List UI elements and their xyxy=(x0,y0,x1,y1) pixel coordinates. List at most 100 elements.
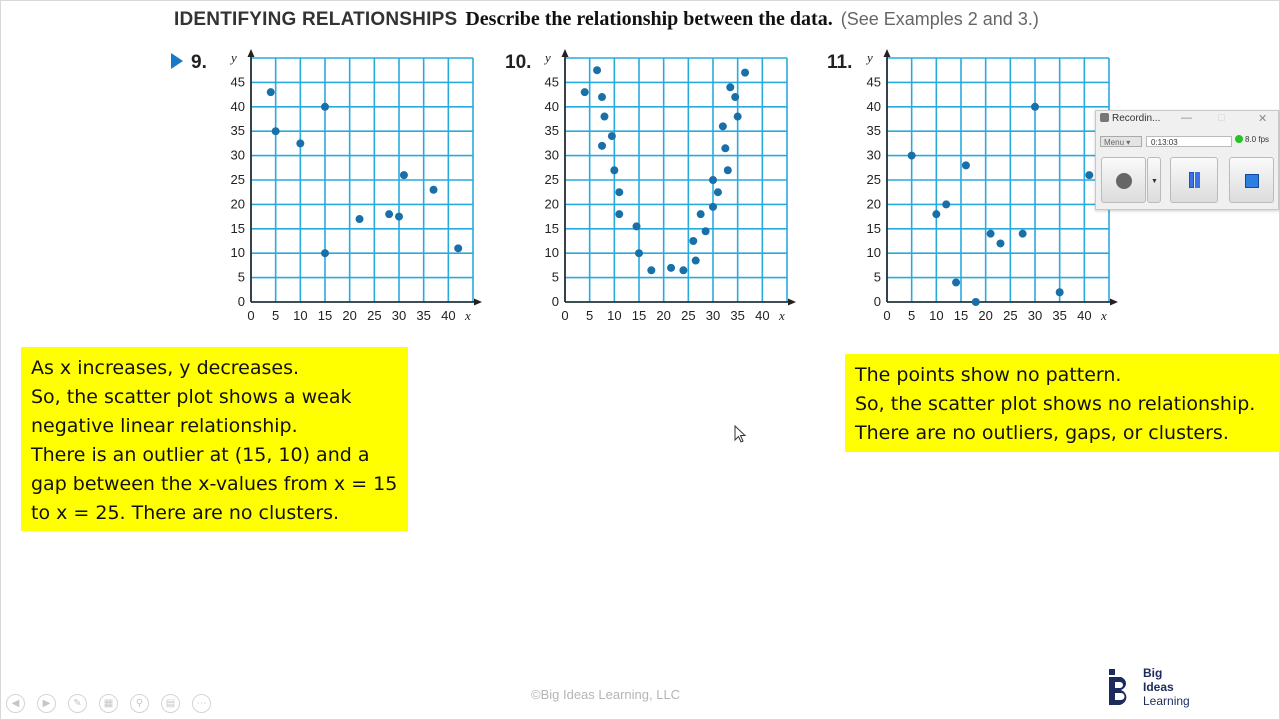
data-point xyxy=(689,237,698,245)
x-tick-label: 10 xyxy=(929,308,943,323)
y-tick-label: 20 xyxy=(545,196,559,211)
y-tick-label: 25 xyxy=(867,172,881,187)
answer-9-line: As x increases, y decreases. xyxy=(31,357,300,379)
pause-button[interactable] xyxy=(1170,157,1218,203)
x-tick-label: 30 xyxy=(1028,308,1042,323)
data-point xyxy=(718,122,727,131)
data-point xyxy=(593,66,602,75)
x-tick-label: 25 xyxy=(1003,308,1017,323)
data-point xyxy=(731,93,740,102)
y-axis-label: y xyxy=(229,50,237,65)
y-tick-label: 10 xyxy=(867,245,881,260)
x-tick-label: 20 xyxy=(656,308,670,323)
y-tick-label: 35 xyxy=(231,123,245,138)
scatter-plot-9: 0 5 10 15 20 25 30 35 40 45 0 5 10 15 20 25 30 35 40 x y 9. xyxy=(164,48,484,328)
y-tick-label: 15 xyxy=(545,221,559,236)
more-icon[interactable]: ⋯ xyxy=(192,694,211,713)
recorder-app-icon xyxy=(1100,113,1109,122)
data-point xyxy=(1018,229,1027,238)
fps-indicator: 8.0 fps xyxy=(1235,135,1269,144)
answer-9-line: gap between the x-values from x = 15 xyxy=(31,473,398,495)
example-reference: (See Examples 2 and 3.) xyxy=(840,9,1039,29)
data-point xyxy=(986,229,995,238)
recorder-menu-button[interactable]: Menu ▾ xyxy=(1100,136,1142,147)
data-point xyxy=(932,210,941,219)
x-axis-arrow xyxy=(1110,298,1118,306)
data-point xyxy=(454,244,463,253)
y-tick-label: 30 xyxy=(231,148,245,163)
data-point xyxy=(607,132,616,141)
pen-icon[interactable]: ✎ xyxy=(68,694,87,713)
maximize-icon[interactable]: □ xyxy=(1218,112,1225,124)
x-tick-label: 40 xyxy=(755,308,769,323)
subtitles-icon[interactable]: ▤ xyxy=(161,694,180,713)
data-point xyxy=(271,127,280,136)
data-point xyxy=(721,144,730,153)
record-options-dropdown[interactable]: ▼ xyxy=(1147,157,1161,203)
y-tick-label: 5 xyxy=(874,270,881,285)
data-points xyxy=(266,88,463,258)
data-point xyxy=(679,266,688,275)
axes xyxy=(883,49,1118,306)
slides-icon[interactable]: ▦ xyxy=(99,694,118,713)
y-tick-label: 10 xyxy=(231,245,245,260)
data-point xyxy=(907,151,916,160)
data-points xyxy=(580,66,750,275)
minimize-icon[interactable]: — xyxy=(1181,112,1192,124)
stop-button[interactable] xyxy=(1229,157,1274,203)
x-tick-label: 5 xyxy=(908,308,915,323)
axes xyxy=(247,49,482,306)
recorder-window[interactable]: Recordin... — □ ✕ Menu ▾ 0:13:03 8.0 fps… xyxy=(1095,110,1279,210)
data-point xyxy=(709,176,717,184)
chevron-down-icon: ▼ xyxy=(1151,178,1158,185)
data-point xyxy=(395,212,403,221)
y-tick-label: 20 xyxy=(867,196,881,211)
x-axis-arrow xyxy=(474,298,482,306)
y-axis-label: y xyxy=(543,50,551,65)
y-axis-arrow xyxy=(883,49,891,57)
y-tick-label: 0 xyxy=(552,294,559,309)
page-header: IDENTIFYING RELATIONSHIPS Describe the re… xyxy=(174,8,1039,31)
x-tick-label: 15 xyxy=(632,308,646,323)
x-tick-label: 0 xyxy=(561,308,568,323)
data-point xyxy=(952,278,961,287)
y-axis-label: y xyxy=(865,50,873,65)
x-tick-label: 35 xyxy=(416,308,430,323)
x-tick-label: 25 xyxy=(681,308,695,323)
y-axis-arrow xyxy=(561,49,569,57)
answer-box-9: As x increases, y decreases. So, the sca… xyxy=(21,347,408,531)
data-point xyxy=(696,210,705,219)
back-icon[interactable]: ◀ xyxy=(6,694,25,713)
data-point xyxy=(385,210,394,219)
y-tick-label: 25 xyxy=(545,172,559,187)
data-point xyxy=(429,185,438,194)
zoom-icon[interactable]: ⚲ xyxy=(130,694,149,713)
close-icon[interactable]: ✕ xyxy=(1258,113,1268,125)
x-tick-label: 0 xyxy=(883,308,890,323)
data-point xyxy=(713,188,722,197)
answer-11-line: There are no outliers, gaps, or clusters… xyxy=(855,422,1229,444)
y-tick-label: 45 xyxy=(867,74,881,89)
scatter-svg: 0 5 10 15 20 25 30 35 40 45 0 5 10 15 20 25 30 35 40 x y 11. xyxy=(827,49,1118,323)
y-tick-label: 5 xyxy=(552,270,559,285)
mouse-cursor-icon xyxy=(734,425,747,443)
section-title: IDENTIFYING RELATIONSHIPS xyxy=(174,9,458,30)
answer-9-line: negative linear relationship. xyxy=(31,415,298,437)
data-point xyxy=(741,68,750,77)
forward-icon[interactable]: ▶ xyxy=(37,694,56,713)
y-tick-label: 20 xyxy=(231,196,245,211)
data-point xyxy=(701,227,710,236)
data-point xyxy=(355,215,364,224)
data-point xyxy=(691,256,700,265)
data-point xyxy=(1085,171,1094,180)
record-button[interactable] xyxy=(1101,157,1146,203)
logo-text: Big Ideas Learning xyxy=(1143,666,1190,708)
y-tick-label: 40 xyxy=(867,99,881,114)
x-tick-label: 15 xyxy=(318,308,332,323)
data-point xyxy=(580,88,589,97)
data-point xyxy=(632,222,641,231)
scatter-plot-10: 0 5 10 15 20 25 30 35 40 45 0 5 10 15 20 25 30 35 40 x y 10. xyxy=(478,48,798,328)
data-point xyxy=(321,102,329,111)
answer-9-line: So, the scatter plot shows a weak xyxy=(31,386,352,408)
x-tick-label: 10 xyxy=(607,308,621,323)
